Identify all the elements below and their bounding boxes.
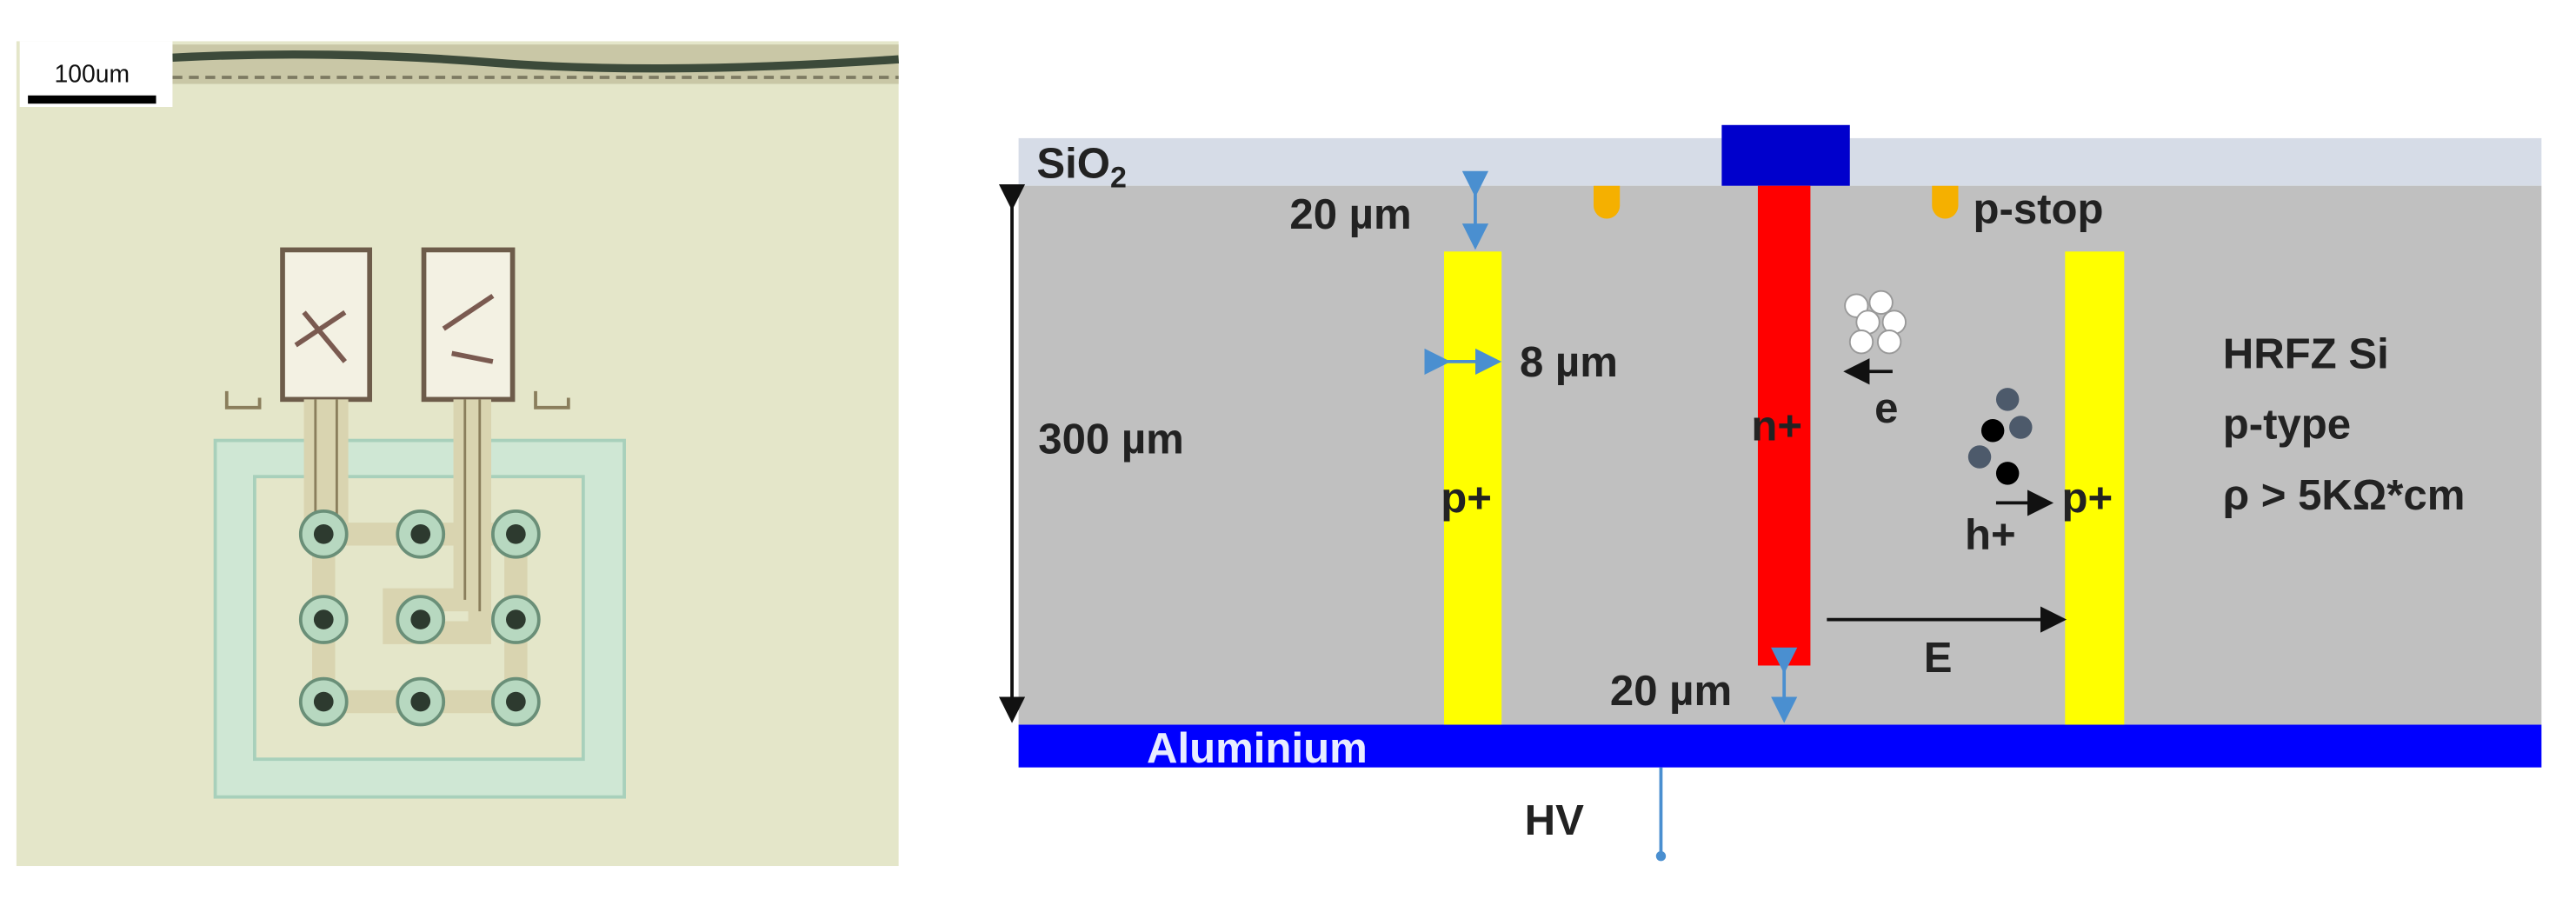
- oxide-text: SiO: [1036, 140, 1110, 187]
- scale-bar-label: 100um: [55, 61, 130, 89]
- micrograph: 100um: [16, 41, 899, 867]
- column-width: 8 µm: [1520, 339, 1618, 386]
- cross-section: SiO2 20 µm p-stop 8 µm 300 µm n+ e p+ p+…: [998, 124, 2542, 862]
- p-plus-right: p+: [2062, 476, 2113, 523]
- bias-label: HV: [1525, 797, 1584, 844]
- p-stop-label: p-stop: [1973, 186, 2103, 233]
- field-label: E: [1924, 635, 1953, 682]
- oxide-subscript: 2: [1110, 162, 1127, 195]
- material-line: HRFZ Si: [2223, 330, 2389, 377]
- material-line: ρ > 5KΩ*cm: [2223, 472, 2466, 519]
- p-plus-left: p+: [1441, 476, 1492, 523]
- hole-label: h+: [1965, 511, 2016, 558]
- n-plus-label: n+: [1751, 403, 1802, 450]
- thickness: 300 µm: [1038, 416, 1184, 463]
- material-line: p-type: [2223, 402, 2351, 449]
- oxide-label: SiO2: [1036, 140, 1127, 194]
- top-gap: 20 µm: [1289, 191, 1411, 238]
- bottom-gap: 20 µm: [1610, 668, 1732, 715]
- backside-label: Aluminium: [1147, 725, 1368, 772]
- electron-label: e: [1874, 385, 1898, 432]
